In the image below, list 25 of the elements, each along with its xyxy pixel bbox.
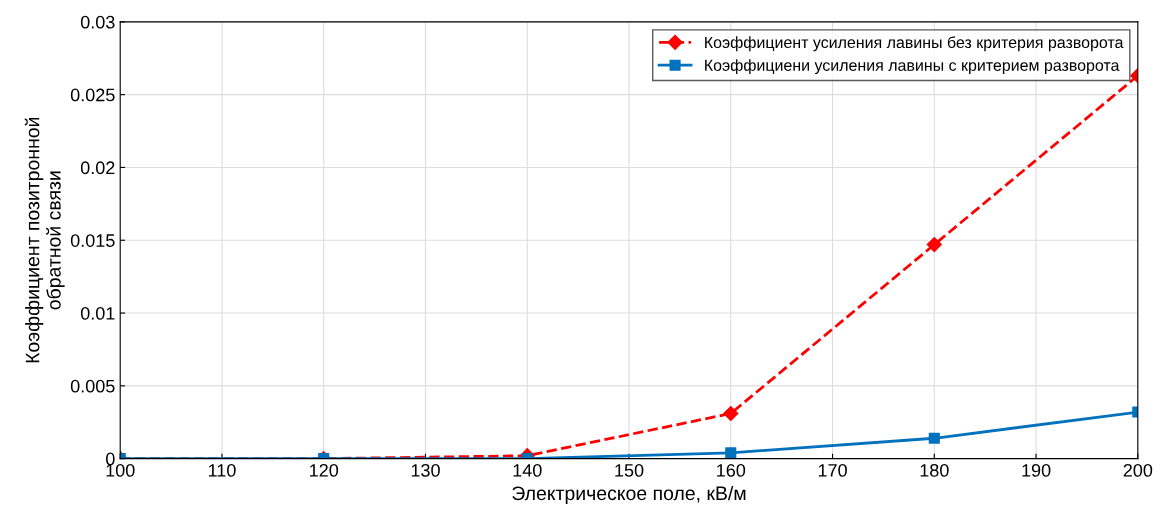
y-tick-label: 0.01	[80, 306, 115, 320]
x-tick-label: 160	[717, 463, 746, 477]
x-axis-title: Электрическое поле, кВ/м	[512, 485, 746, 505]
x-tick-label: 170	[818, 463, 847, 477]
x-tick-label: 140	[513, 463, 542, 477]
x-tick-label: 180	[920, 463, 949, 477]
x-tick-label: 150	[615, 463, 644, 477]
y-tick-label: 0.03	[80, 15, 115, 29]
point	[926, 237, 942, 253]
x-tick-label: 200	[1123, 463, 1153, 477]
point	[723, 405, 739, 422]
y-tick-label: 0.015	[70, 234, 115, 247]
y-tick-label: 0.005	[70, 379, 115, 393]
y-tick-label: 0.02	[80, 161, 115, 175]
x-tick-label: 120	[310, 463, 339, 477]
x-tick-label: 110	[208, 463, 236, 477]
y-axis-title: Коэффициент позитронной обратной связи	[24, 117, 65, 363]
x-tick-label: 100	[106, 463, 135, 477]
x-tick-label: 130	[411, 463, 440, 477]
x-tick-label: 190	[1022, 463, 1051, 477]
point	[928, 432, 940, 444]
legend-label: Коэффициени усиления лавины с критерием разворота	[705, 59, 1120, 75]
legend-label: Коэффициент усиления лавины без критерия разворота	[705, 36, 1124, 52]
y-tick-label: 0.025	[70, 88, 115, 102]
y-tick-label: 0	[106, 452, 115, 466]
